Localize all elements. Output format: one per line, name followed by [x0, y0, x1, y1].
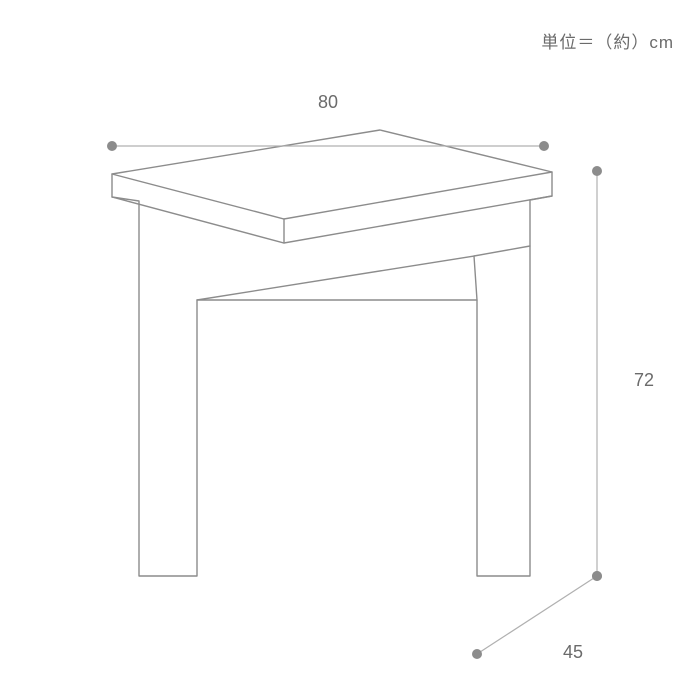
- unit-label: 単位＝（約）cm: [541, 28, 674, 53]
- dimension-lines: [112, 146, 597, 654]
- dimension-dots: [107, 141, 602, 659]
- desk-interior-lines: [112, 172, 552, 300]
- desk-outline-path: [112, 130, 552, 576]
- desk-drawing: [0, 0, 700, 700]
- dim-label-depth: 45: [563, 642, 583, 663]
- dim-label-width: 80: [318, 92, 338, 113]
- dim-label-height: 72: [634, 370, 654, 391]
- diagram-container: 単位＝（約）cm 80 72 45: [0, 0, 700, 700]
